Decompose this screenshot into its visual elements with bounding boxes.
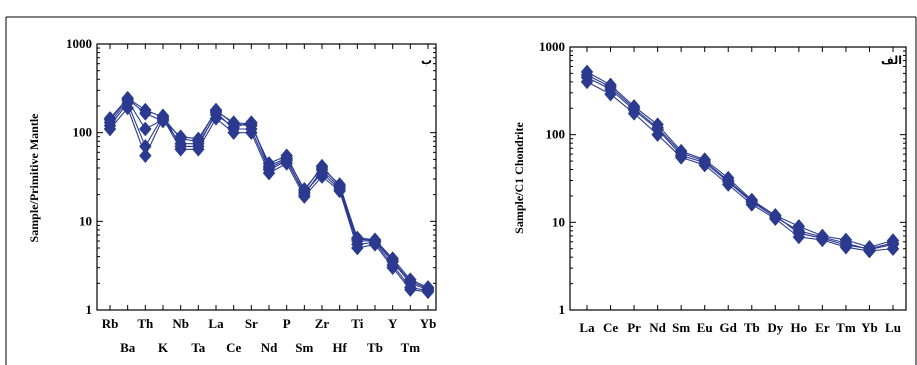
y-tick-label: 100 — [546, 127, 566, 142]
plot-area-frame — [96, 43, 437, 311]
data-point-marker — [368, 232, 382, 248]
x-tick-label: Nb — [172, 316, 189, 331]
data-point-marker — [745, 193, 759, 209]
x-tick-label: Zr — [315, 316, 330, 331]
panel-tag: ب — [421, 54, 432, 67]
x-tick-label: Sr — [245, 316, 258, 331]
data-point-marker — [315, 160, 329, 176]
x-tick-label: Nd — [261, 340, 278, 355]
data-point-marker — [698, 153, 711, 169]
data-point-marker — [262, 158, 276, 174]
x-tick-label: Eu — [697, 320, 713, 335]
data-point-marker — [209, 103, 223, 119]
data-point-marker — [139, 148, 152, 164]
primitive-mantle-spider-chart: Sample/Primitive Mantle ب 1 10 100 1000 RbBa… — [27, 36, 437, 355]
series-line — [109, 106, 429, 293]
data-point-marker — [769, 208, 782, 223]
y-tick-label: 1000 — [66, 36, 92, 51]
x-tick-label: Th — [137, 316, 154, 331]
x-tick-label: Ti — [351, 316, 363, 331]
x-tick-label: Ce — [226, 340, 241, 355]
data-point-marker — [404, 274, 417, 289]
panel-tag: الف — [881, 54, 902, 67]
x-tick-label: Rb — [102, 316, 119, 331]
series-line — [586, 71, 894, 248]
x-tick-label: La — [579, 320, 595, 335]
y-axis-label: Sample/Primitive Mantle — [27, 113, 41, 243]
y-axis-label: Sample/C1 Chondrite — [512, 121, 526, 233]
plot-area-frame — [569, 46, 907, 311]
data-point-marker — [192, 139, 205, 154]
x-tick-label: Er — [815, 320, 830, 335]
data-point-marker — [139, 105, 152, 121]
chondrite-normalized-ree-chart: Sample/C1 Chondrite الف 1 10 100 1000 La Ce Pr… — [512, 39, 907, 335]
x-tick-label: Ho — [791, 320, 808, 335]
y-tick-label: 1000 — [539, 39, 565, 54]
y-tick-label: 100 — [73, 125, 93, 140]
x-tick-label: Tm — [401, 340, 421, 355]
data-point-marker — [674, 145, 688, 161]
data-point-marker — [863, 241, 876, 257]
data-point-marker — [280, 150, 293, 166]
data-point-marker — [174, 139, 187, 154]
data-point-marker — [298, 181, 311, 197]
data-point-marker — [886, 235, 900, 251]
x-tick-label: Lu — [885, 320, 901, 335]
x-tick-label: Ta — [191, 340, 205, 355]
data-point-marker — [839, 237, 853, 253]
data-point-marker — [721, 173, 735, 188]
x-tick-label: Gd — [720, 320, 738, 335]
data-point-marker — [651, 120, 664, 136]
x-tick-label: Nd — [649, 320, 666, 335]
x-tick-label: Ce — [603, 320, 618, 335]
x-tick-label: Yb — [861, 320, 878, 335]
data-point-marker — [245, 116, 258, 132]
data-point-marker — [121, 91, 134, 107]
data-point-marker — [227, 115, 240, 130]
x-tick-label: Tm — [836, 320, 856, 335]
data-point-marker — [192, 131, 205, 147]
y-tick-label: 10 — [79, 213, 92, 228]
x-tick-label: Sm — [295, 340, 313, 355]
series-line — [109, 98, 429, 290]
data-point-marker — [139, 139, 152, 154]
x-tick-label: La — [208, 316, 224, 331]
series-line — [109, 97, 429, 288]
data-point-marker — [580, 67, 594, 83]
data-point-marker — [816, 230, 829, 246]
x-tick-label: Tb — [367, 340, 383, 355]
y-tick-label: 1 — [559, 302, 566, 317]
x-tick-label: Sm — [672, 320, 690, 335]
y-tick-label: 1 — [86, 302, 93, 317]
data-point-marker — [386, 253, 399, 269]
x-tick-label: Ba — [120, 340, 136, 355]
data-point-marker — [174, 129, 187, 145]
series-line — [109, 102, 429, 292]
x-tick-label: Y — [388, 316, 398, 331]
data-point-marker — [792, 225, 806, 241]
x-tick-label: Yb — [420, 316, 437, 331]
data-point-marker — [139, 121, 152, 137]
x-tick-label: P — [283, 316, 291, 331]
y-tick-label: 10 — [552, 214, 565, 229]
data-point-marker — [351, 231, 364, 247]
data-point-marker — [421, 281, 435, 296]
data-point-marker — [604, 79, 617, 95]
x-tick-label: Dy — [767, 320, 783, 335]
data-point-marker — [156, 113, 170, 129]
data-point-marker — [103, 112, 117, 128]
data-point-marker — [627, 100, 641, 116]
x-tick-label: Tb — [744, 320, 760, 335]
x-tick-label: Hf — [332, 340, 347, 355]
x-tick-label: K — [158, 340, 169, 355]
data-point-marker — [333, 177, 346, 192]
x-tick-label: Pr — [627, 320, 641, 335]
